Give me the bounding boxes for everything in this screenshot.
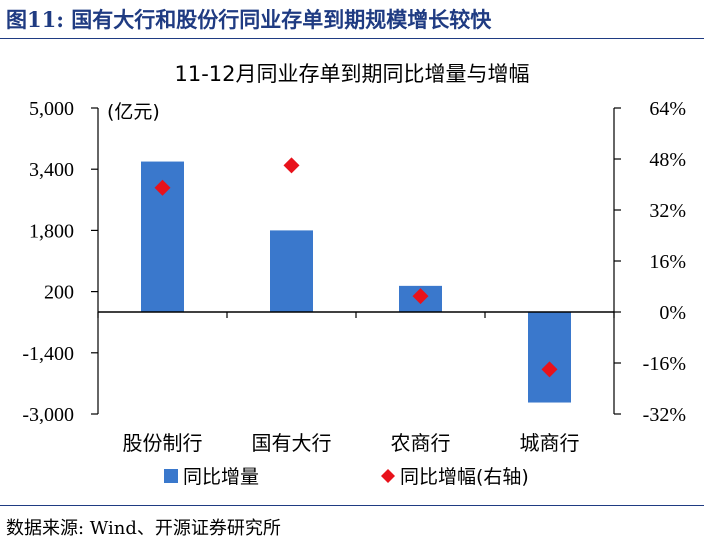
x-category-label: 国有大行 [252,431,332,455]
y-left-unit-label: (亿元) [107,101,160,123]
source-note: 数据来源: Wind、开源证券研究所 [6,518,281,539]
y-right-tick-label: 32% [649,200,686,222]
figure-title: 图11: 国有大行和股份行同业存单到期规模增长较快 [6,7,492,32]
source-divider [0,505,704,506]
marker-3 [412,288,429,305]
legend-bar-swatch [164,469,178,483]
title-divider [0,38,704,39]
y-left-tick-label: 3,400 [29,159,74,181]
chart-title: 11-12月同业存单到期同比增量与增幅 [174,62,530,86]
y-left-tick-label: -3,000 [22,404,74,426]
chart-area: (亿元) -3,000 -1,400 200 1,800 3,400 5,000 -32% -1… [22,98,686,488]
x-category-label: 股份制行 [123,431,203,455]
marker-2 [283,157,300,174]
y-left-tick-label: -1,400 [22,343,74,365]
y-right-tick-label: 0% [659,302,686,324]
legend-marker-swatch [381,469,395,483]
legend-bar-label: 同比增量 [183,466,259,488]
x-category-label: 农商行 [391,431,451,455]
y-right-tick-label: 48% [649,149,686,171]
y-right-tick-label: -16% [643,353,686,375]
marker-4 [541,361,558,378]
y-right-tick-label: 16% [649,251,686,273]
legend-marker-label: 同比增幅(右轴) [400,466,529,488]
y-right-tick-label: 64% [649,98,686,120]
bar-4 [528,312,571,403]
y-left-tick-label: 200 [44,282,74,304]
y-left-tick-label: 1,800 [29,220,74,242]
bar-2 [270,230,313,312]
y-right-tick-label: -32% [643,404,686,426]
marker-1 [154,179,171,196]
y-left-tick-label: 5,000 [29,98,74,120]
x-category-label: 城商行 [520,431,580,455]
